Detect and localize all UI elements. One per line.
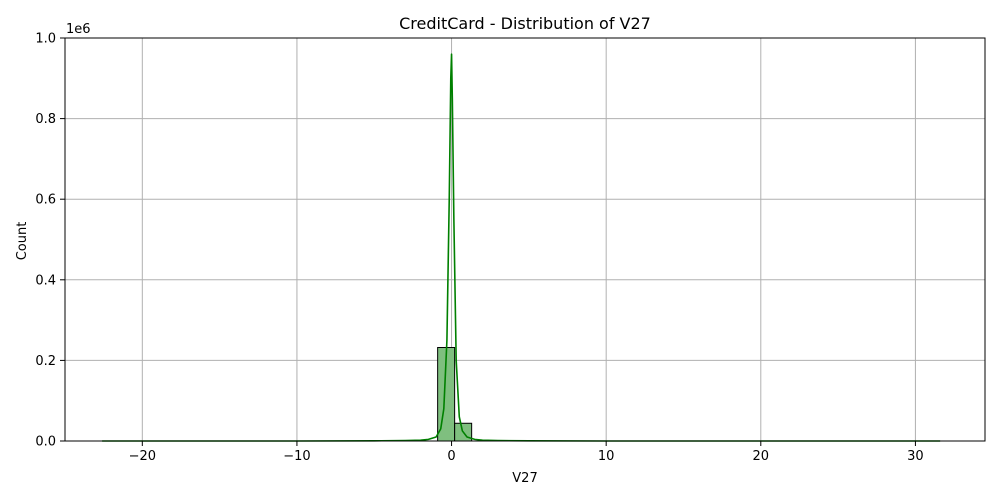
x-tick-label: 30 (907, 449, 924, 464)
y-tick-label: 0.6 (35, 193, 56, 208)
y-axis-label: Count (15, 222, 30, 261)
chart-title: CreditCard - Distribution of V27 (399, 14, 651, 33)
y-tick-label: 0.0 (35, 435, 56, 450)
x-tick-label: −10 (283, 449, 310, 464)
y-tick-label: 1.0 (35, 32, 56, 47)
x-tick-label: −20 (129, 449, 156, 464)
y-scale-offset-label: 1e6 (66, 22, 91, 37)
x-tick-label: 20 (753, 449, 770, 464)
y-tick-label: 0.4 (35, 273, 56, 288)
y-tick-label: 0.8 (35, 112, 56, 127)
tick-layer: −20 −10 0 10 20 30 0.0 0.2 0.4 0.6 0.8 1.0 (35, 32, 923, 465)
x-axis-label: V27 (512, 471, 537, 486)
x-tick-label: 10 (598, 449, 615, 464)
y-tick-label: 0.2 (35, 354, 56, 369)
x-tick-label: 0 (447, 449, 455, 464)
plot-frame (64, 37, 986, 442)
